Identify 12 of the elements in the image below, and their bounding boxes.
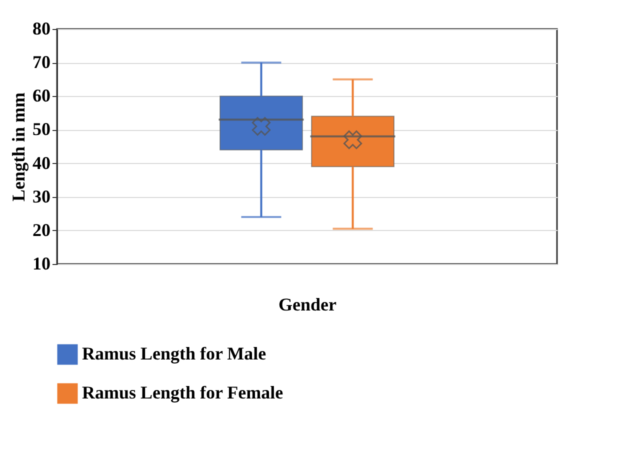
y-tick-label: 40 [32,152,50,173]
y-tick-label: 10 [32,254,50,274]
legend-label: Ramus Length for Male [82,344,266,364]
y-tick-label: 50 [32,119,50,140]
legend-label: Ramus Length for Female [82,382,284,402]
y-tick-label: 60 [32,86,50,106]
y-tick-label: 20 [32,220,50,240]
y-tick-label: 80 [32,18,50,38]
x-axis-title: Gender [278,294,336,314]
y-tick-label: 70 [32,52,50,72]
y-axis-title: Length in mm [8,92,28,202]
y-tick-label: 30 [32,186,50,206]
